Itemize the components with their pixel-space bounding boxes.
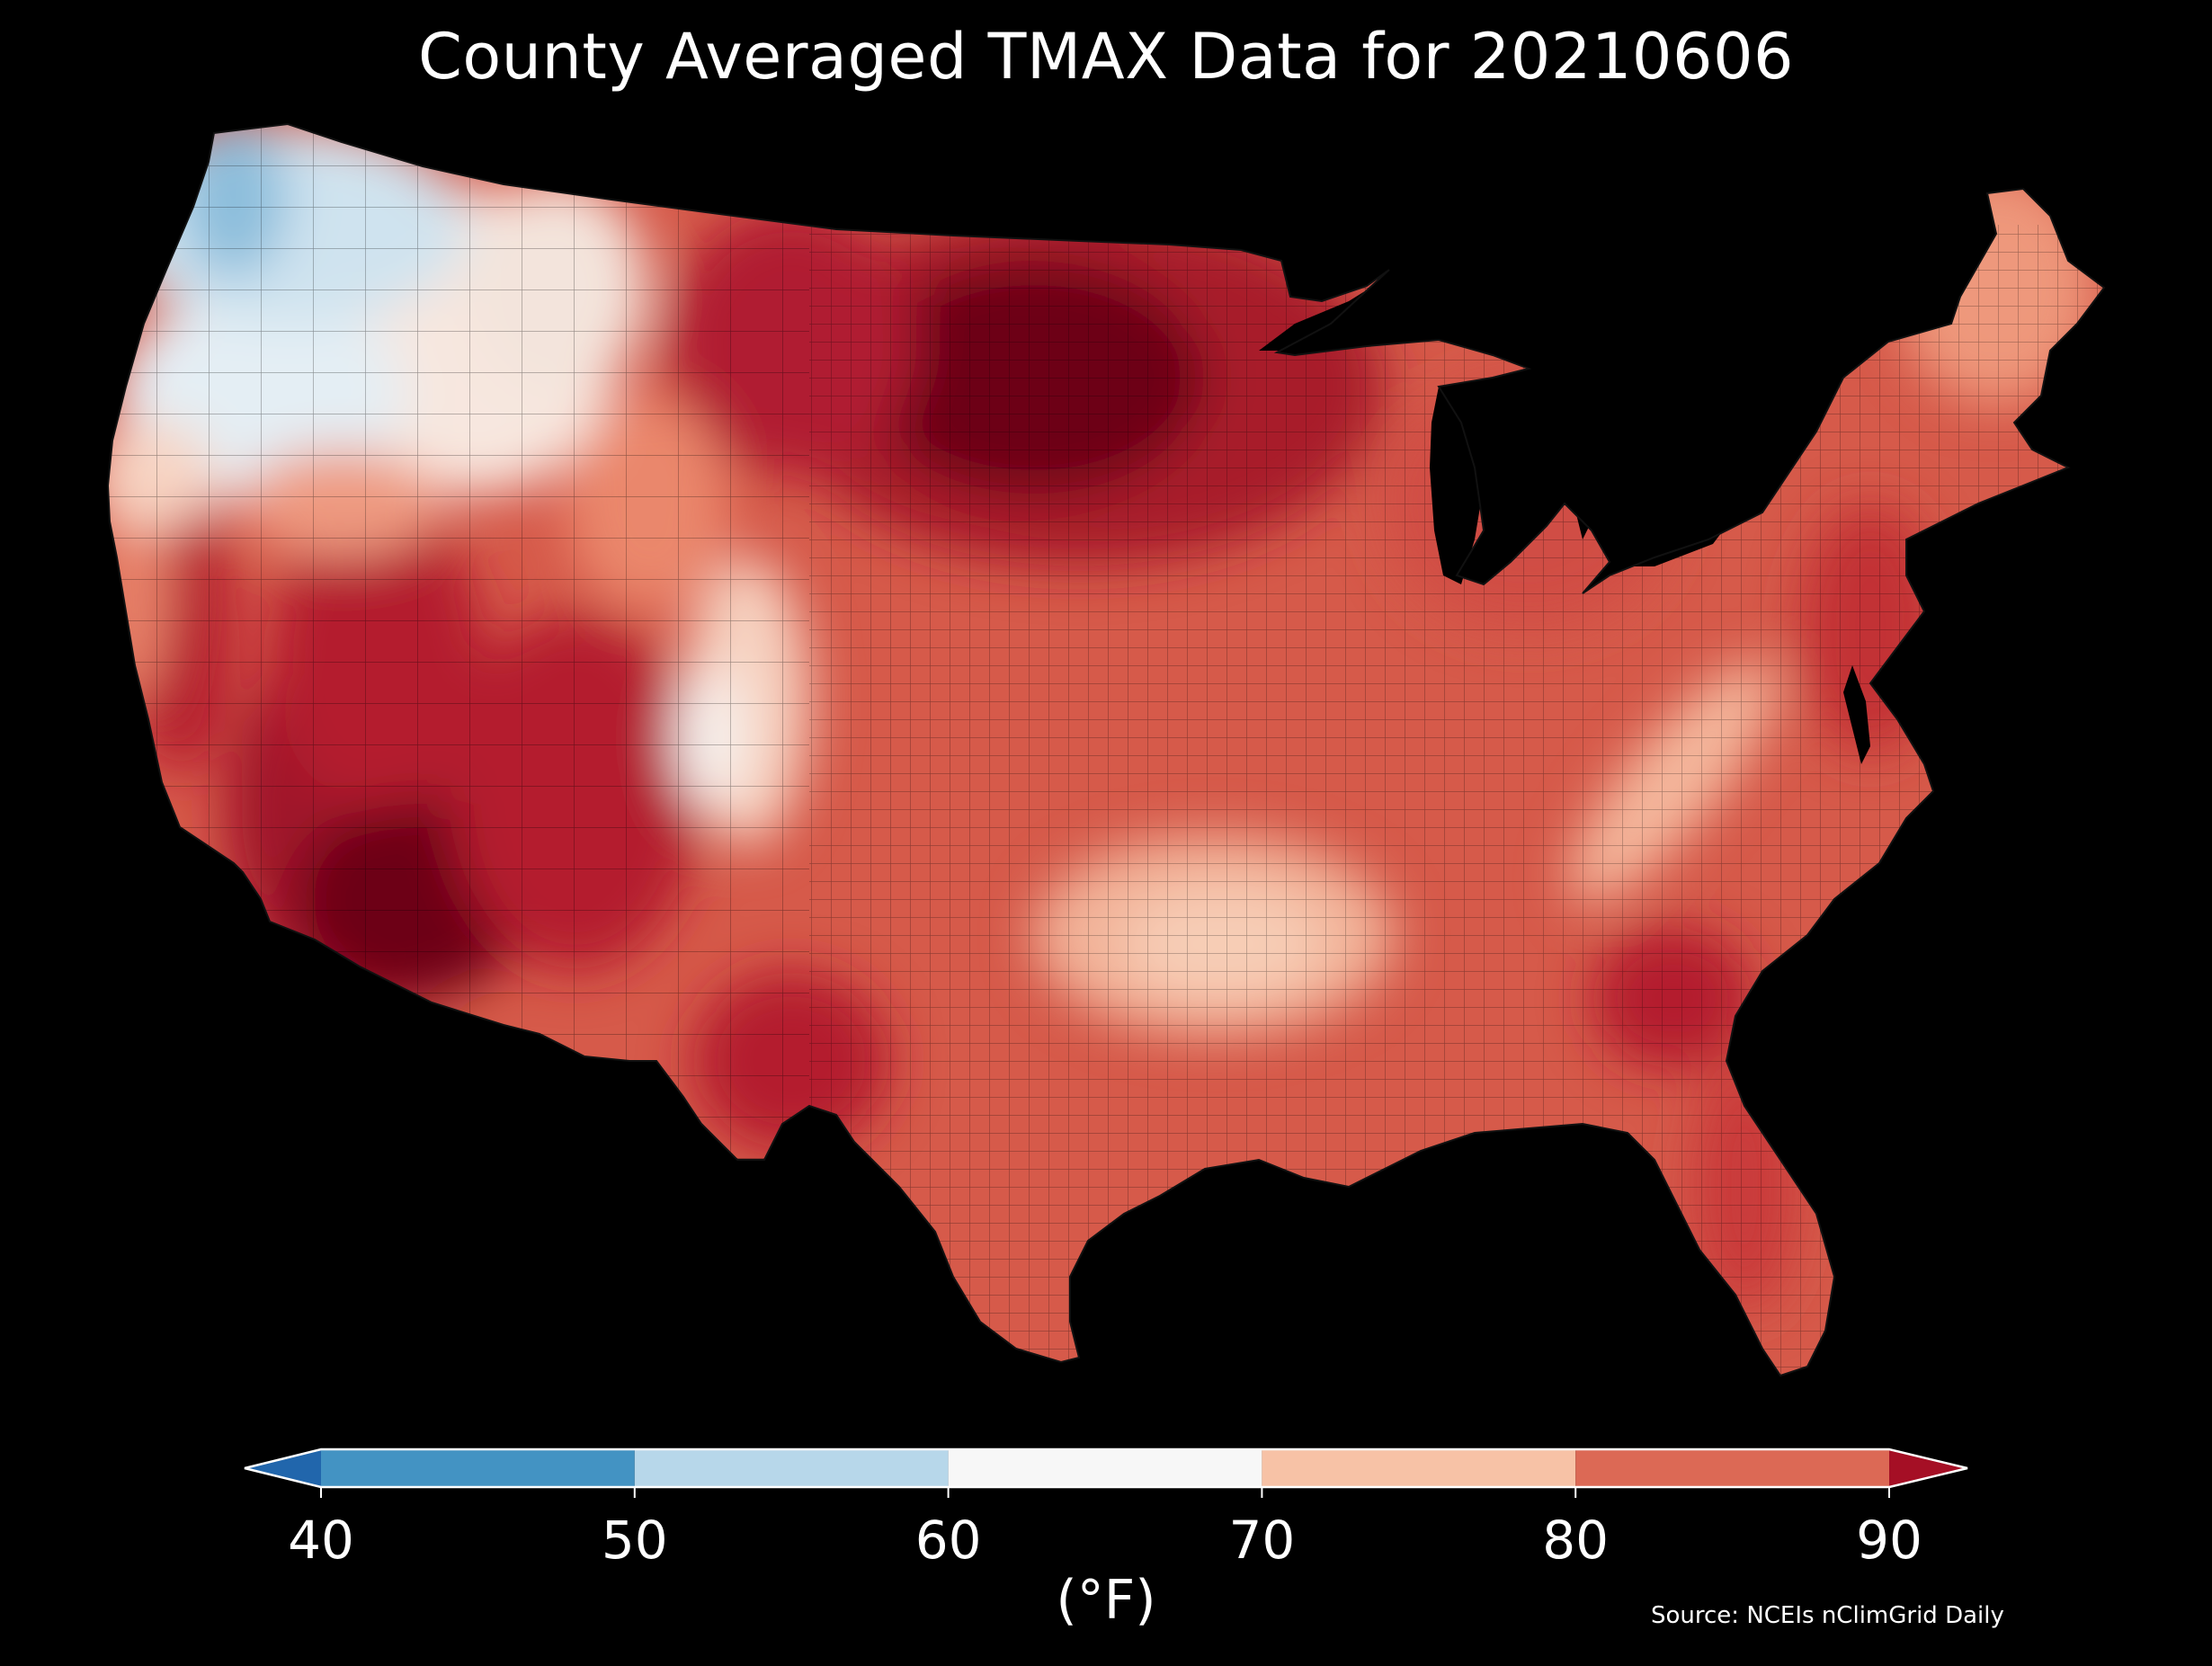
colorbar-tick-label: 80 xyxy=(1542,1510,1609,1571)
lake-huron xyxy=(1529,369,1601,539)
lake-michigan xyxy=(1430,387,1484,584)
map-title: County Averaged TMAX Data for 20210606 xyxy=(417,20,1795,94)
colorbar-bin-80-90 xyxy=(1575,1449,1889,1487)
colorbar-tick-label: 50 xyxy=(602,1510,668,1571)
colorbar-extend-high xyxy=(1889,1449,1967,1487)
lake-erie xyxy=(1610,526,1726,566)
great-lakes xyxy=(1259,279,1870,764)
source-credit: Source: NCEIs nClimGrid Daily xyxy=(1651,1602,2004,1629)
colorbar-tick-label: 40 xyxy=(288,1510,354,1571)
us-county-tmax-map xyxy=(106,122,2106,1377)
chesapeake-bay xyxy=(1843,665,1870,764)
lake-superior xyxy=(1259,279,1389,351)
colorbar-bin-60-70 xyxy=(948,1449,1262,1487)
colorbar-extend-low xyxy=(245,1449,321,1487)
colorbar-tick-label: 60 xyxy=(915,1510,982,1571)
colorbar-tick-label: 70 xyxy=(1228,1510,1295,1571)
colorbar-bin-40-50 xyxy=(321,1449,635,1487)
colorbar-tick-label: 90 xyxy=(1856,1510,1922,1571)
colorbar-bin-70-80 xyxy=(1262,1449,1576,1487)
us-outline xyxy=(106,122,2106,1377)
colorbar-bin-50-60 xyxy=(634,1449,949,1487)
colorbar-unit-label: (°F) xyxy=(1056,1569,1156,1632)
